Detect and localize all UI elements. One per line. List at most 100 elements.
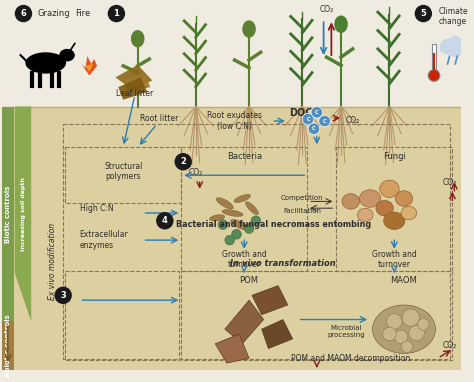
Text: change: change [439, 17, 467, 26]
Circle shape [383, 327, 396, 341]
Text: Leaf litter: Leaf litter [116, 89, 154, 98]
Circle shape [156, 212, 173, 230]
Polygon shape [118, 78, 147, 100]
Circle shape [108, 5, 125, 22]
Text: Fungi: Fungi [383, 152, 406, 161]
Ellipse shape [334, 16, 348, 33]
Circle shape [232, 230, 241, 239]
Circle shape [409, 325, 424, 341]
Bar [2, 0, 461, 107]
Circle shape [251, 216, 261, 226]
Circle shape [319, 115, 330, 127]
Text: 5: 5 [420, 9, 426, 18]
Text: Facilitation: Facilitation [283, 208, 321, 214]
Ellipse shape [242, 20, 256, 38]
Ellipse shape [383, 212, 405, 230]
Ellipse shape [210, 215, 225, 221]
Circle shape [394, 330, 408, 344]
Circle shape [456, 40, 470, 53]
Text: Climate: Climate [439, 7, 468, 16]
Text: Structural
polymers: Structural polymers [104, 162, 142, 181]
Bar [181, 147, 307, 271]
Polygon shape [82, 56, 97, 76]
Circle shape [244, 224, 254, 233]
Text: Competition: Competition [281, 196, 324, 201]
Bar [2, 322, 14, 370]
Text: Fire: Fire [75, 9, 90, 18]
Text: CO₂: CO₂ [443, 341, 457, 350]
Polygon shape [123, 73, 150, 92]
Bar [433, 53, 436, 74]
Circle shape [448, 36, 462, 49]
Text: C: C [306, 117, 310, 121]
Polygon shape [215, 334, 249, 363]
Text: CO₂: CO₂ [189, 168, 203, 177]
Ellipse shape [342, 194, 359, 209]
Polygon shape [225, 300, 264, 344]
Circle shape [401, 341, 413, 353]
Polygon shape [252, 286, 288, 315]
Bar [2, 107, 461, 370]
Ellipse shape [230, 220, 248, 230]
Text: POM: POM [239, 276, 258, 285]
Circle shape [415, 5, 432, 22]
Text: Increasing soil depth: Increasing soil depth [21, 177, 26, 251]
Circle shape [418, 319, 429, 330]
Text: Ex vivo modification: Ex vivo modification [48, 223, 57, 300]
Text: C: C [323, 118, 326, 123]
Ellipse shape [246, 202, 258, 215]
Circle shape [308, 123, 320, 134]
Text: Root exudates
(low C:N): Root exudates (low C:N) [207, 111, 262, 131]
Bar [65, 271, 179, 360]
Ellipse shape [401, 206, 417, 220]
Circle shape [174, 153, 192, 170]
Ellipse shape [373, 305, 436, 353]
Text: POM and MAOM decomposition: POM and MAOM decomposition [291, 354, 410, 363]
Text: In vivo transformation: In vivo transformation [230, 259, 336, 268]
Text: Growth and
turnover: Growth and turnover [372, 250, 417, 269]
Text: C: C [315, 110, 319, 115]
Text: Bacteria: Bacteria [227, 152, 262, 161]
Polygon shape [262, 319, 292, 348]
Ellipse shape [59, 49, 75, 62]
Circle shape [225, 235, 235, 245]
Bar [440, 47, 471, 52]
Bar [63, 124, 450, 359]
Ellipse shape [70, 53, 74, 57]
Circle shape [440, 39, 456, 54]
Text: Grazing: Grazing [37, 9, 70, 18]
Polygon shape [116, 65, 152, 90]
Bar [2, 107, 14, 322]
Text: Growth and
turnover: Growth and turnover [222, 250, 266, 269]
Text: MAOM: MAOM [391, 276, 418, 285]
Text: Abiotic controls: Abiotic controls [5, 314, 11, 377]
Ellipse shape [234, 194, 251, 202]
Polygon shape [85, 64, 93, 72]
Ellipse shape [26, 52, 66, 74]
Text: High C:N: High C:N [80, 204, 113, 213]
Ellipse shape [357, 208, 373, 222]
Text: C: C [312, 126, 316, 131]
Circle shape [428, 70, 440, 81]
Ellipse shape [131, 30, 145, 47]
Bar [181, 271, 452, 360]
Ellipse shape [380, 180, 399, 197]
Circle shape [302, 113, 314, 125]
Text: Biotic controls: Biotic controls [5, 185, 11, 243]
Text: Extracellular
enzymes: Extracellular enzymes [80, 230, 128, 250]
Text: 6: 6 [20, 9, 27, 18]
Ellipse shape [395, 191, 413, 206]
Text: CO₂: CO₂ [443, 178, 457, 186]
Ellipse shape [376, 201, 393, 216]
Circle shape [218, 220, 228, 230]
Text: Root litter: Root litter [140, 114, 178, 123]
Bar [65, 147, 181, 203]
Ellipse shape [359, 190, 381, 207]
Text: 4: 4 [162, 216, 168, 225]
Circle shape [311, 107, 323, 118]
Text: DOC: DOC [289, 108, 312, 118]
Circle shape [15, 5, 32, 22]
Text: 3: 3 [60, 291, 66, 300]
Text: CO₂: CO₂ [346, 116, 360, 125]
Text: 2: 2 [180, 157, 186, 166]
